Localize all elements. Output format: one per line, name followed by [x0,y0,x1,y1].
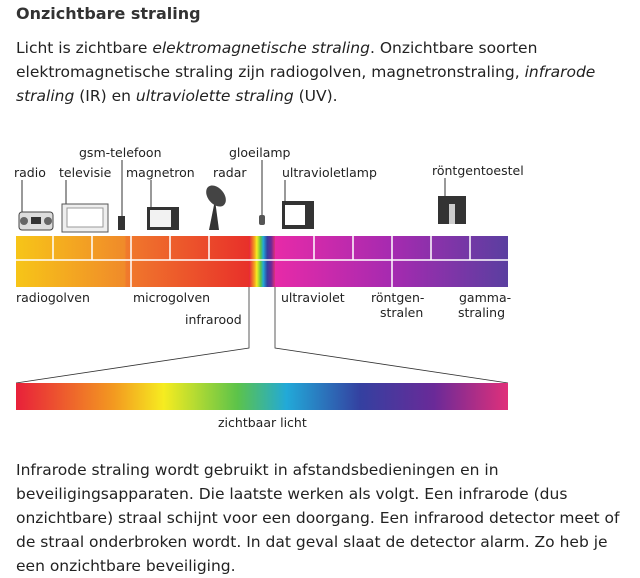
label-zichtbaar-licht: zichtbaar licht [218,415,307,430]
label-magnetron: magnetron [126,165,195,180]
uv-lamp-icon [282,180,314,229]
label-microgolven: microgolven [133,290,211,305]
radar-icon [206,185,226,230]
label-uvlamp: ultravioletlamp [282,165,377,180]
page-title: Onzichtbare straling [16,4,201,23]
label-gloeilamp: gloeilamp [229,145,291,160]
label-ultraviolet: ultraviolet [281,290,345,305]
label-straling: straling [458,305,506,320]
label-gamma: gamma- [459,290,512,305]
label-televisie: televisie [59,165,112,180]
label-radio: radio [14,165,46,180]
radio-micro-band [16,236,249,287]
visible-light-spectrum [16,383,508,410]
phone-icon [118,160,125,230]
label-stralen: stralen [380,305,424,320]
visible-band [249,236,275,287]
lightbulb-icon [259,160,265,225]
label-radiogolven: radiogolven [16,290,90,305]
label-rontgen: röntgen- [371,290,425,305]
label-rontgentoestel: röntgentoestel [432,163,524,178]
label-gsm: gsm-telefoon [79,145,162,160]
xray-machine-icon [438,178,466,224]
radio-icon [18,180,54,231]
label-radar: radar [213,165,247,180]
microwave-icon [147,180,179,230]
television-icon [61,180,109,233]
body-paragraph: Infrarode straling wordt gebruikt in afs… [16,461,620,575]
label-infrarood: infrarood [185,312,242,327]
intro-paragraph: Licht is zichtbare elektromagnetische st… [16,39,596,105]
